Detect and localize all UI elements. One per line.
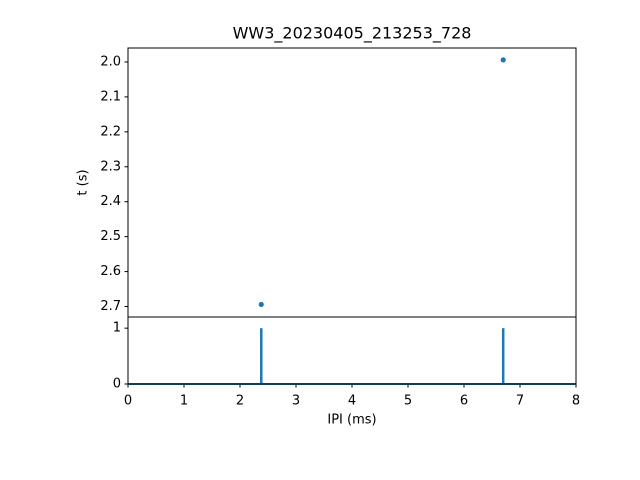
x-tick-label: 8 [572, 394, 580, 409]
y-tick-label: 2.3 [100, 159, 121, 174]
x-tick-label: 2 [236, 394, 244, 409]
point [258, 301, 264, 308]
x-tick-label: 6 [460, 394, 468, 409]
y-tick-label: 0 [113, 377, 121, 392]
axes-frame [127, 316, 577, 385]
y-tick-label: 2.7 [100, 299, 121, 314]
x-tick-label: 5 [404, 394, 412, 409]
y-tick-label: 1 [113, 321, 121, 336]
y-tick-label: 2.4 [100, 194, 121, 209]
y-axis-label: t (s) [76, 169, 91, 195]
y-tick-label: 2.6 [100, 264, 121, 279]
x-tick-label: 1 [180, 394, 188, 409]
x-tick-label: 3 [292, 394, 300, 409]
y-tick-label: 2.0 [100, 54, 121, 69]
y-tick-label: 2.2 [100, 124, 121, 139]
x-tick-label: 4 [348, 394, 356, 409]
x-tick-label: 0 [124, 394, 132, 409]
y-tick-label: 2.5 [100, 229, 121, 244]
chart-title: WW3_20230405_213253_728 [233, 24, 472, 44]
x-axis-label: IPI (ms) [327, 413, 376, 428]
y-tick-label: 2.1 [100, 89, 121, 104]
x-tick-label: 7 [516, 394, 524, 409]
point [500, 57, 506, 63]
